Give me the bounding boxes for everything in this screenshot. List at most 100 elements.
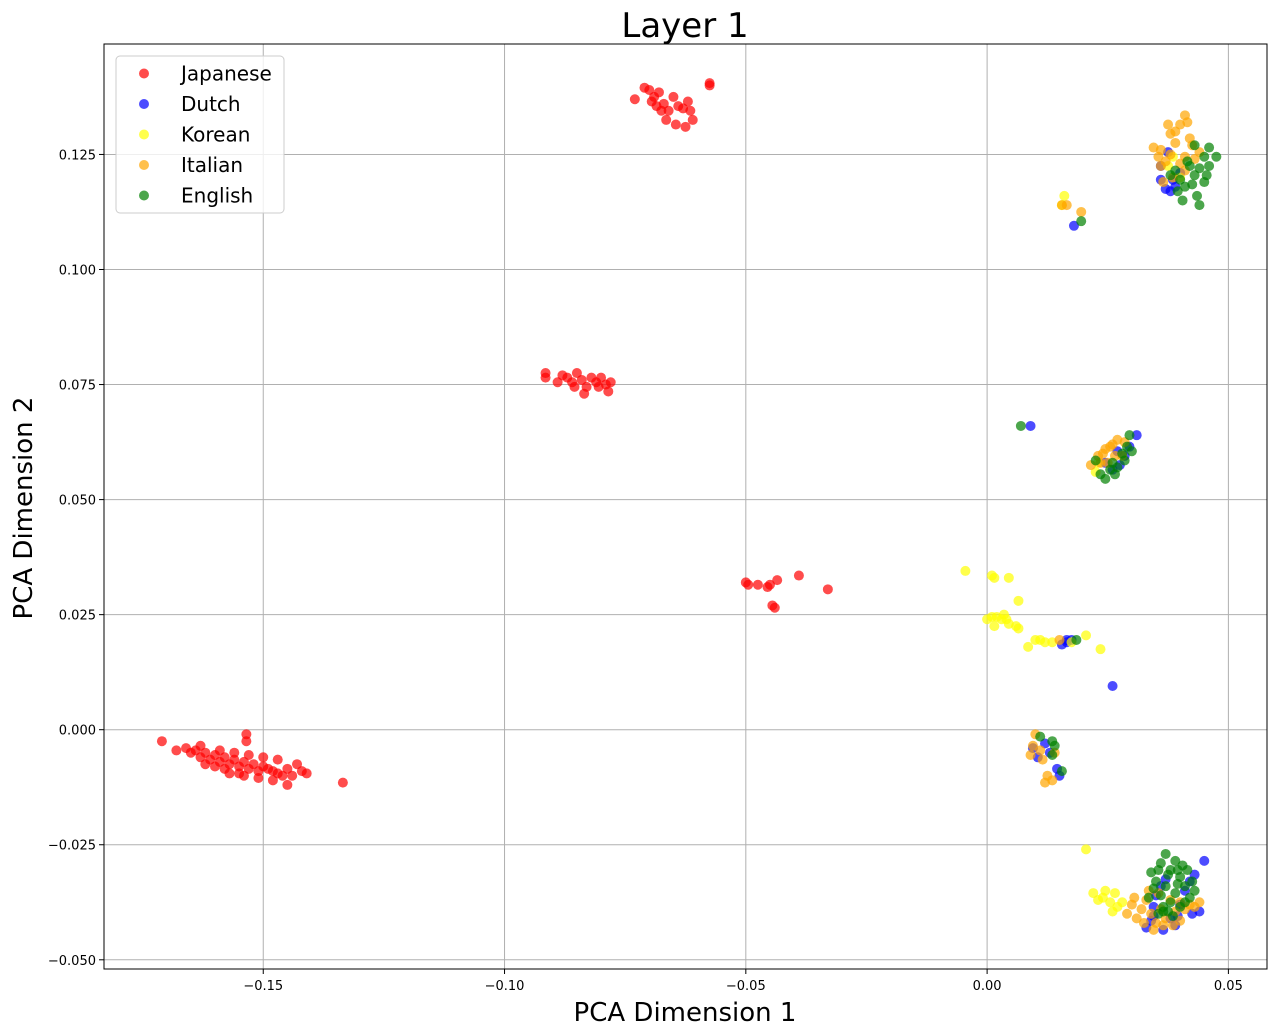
series-dutch: [1025, 147, 1210, 935]
data-point-japanese: [682, 96, 693, 107]
y-tick-label: 0.050: [59, 494, 96, 509]
data-point-japanese: [685, 105, 696, 116]
data-point-english: [1179, 897, 1190, 908]
data-point-english: [1165, 897, 1176, 908]
data-point-italian: [1182, 117, 1193, 128]
data-point-english: [1192, 190, 1203, 201]
data-point-korean: [1100, 885, 1111, 896]
data-point-italian: [1165, 149, 1176, 160]
data-point-english: [1049, 740, 1060, 751]
x-tick-label: −0.10: [485, 979, 525, 994]
legend: Japanese Dutch Korean Italian English: [115, 55, 285, 214]
data-point-italian: [1035, 745, 1046, 756]
legend-label-english: English: [181, 184, 253, 208]
data-point-english: [1187, 179, 1198, 190]
legend-item-dutch: Dutch: [139, 92, 241, 116]
data-point-english: [1187, 876, 1198, 887]
data-point-korean: [1105, 897, 1116, 908]
data-point-dutch: [1199, 855, 1210, 866]
data-point-english: [1189, 885, 1200, 896]
data-point-japanese: [267, 775, 278, 786]
data-point-japanese: [171, 745, 182, 756]
data-point-english: [1158, 906, 1169, 917]
y-tick-label: −0.025: [48, 839, 96, 854]
data-point-japanese: [687, 114, 698, 125]
legend-item-english: English: [139, 184, 253, 208]
x-tick-label: −0.15: [243, 979, 283, 994]
y-tick-label: 0.025: [59, 609, 96, 624]
data-point-english: [1199, 151, 1210, 162]
data-point-dutch: [1107, 680, 1118, 691]
data-point-japanese: [769, 602, 780, 613]
data-point-japanese: [670, 119, 681, 130]
legend-marker-dutch: [139, 99, 149, 109]
chart-title: Layer 1: [621, 6, 748, 46]
data-point-japanese: [272, 754, 283, 765]
data-point-english: [1204, 142, 1215, 153]
y-tick-label: 0.125: [59, 148, 96, 163]
data-point-english: [1148, 883, 1159, 894]
data-point-korean: [960, 565, 971, 576]
data-point-japanese: [540, 372, 551, 383]
data-point-english: [1160, 881, 1171, 892]
data-point-italian: [1148, 924, 1159, 935]
y-axis-label: PCA Dimension 2: [9, 397, 39, 620]
data-point-italian: [1025, 750, 1036, 761]
data-point-italian: [1158, 177, 1169, 188]
y-tick-label: 0.100: [59, 263, 96, 278]
data-point-japanese: [557, 370, 568, 381]
data-point-italian: [1054, 634, 1065, 645]
y-tick-label: 0.000: [59, 724, 96, 739]
series-italian: [1025, 110, 1205, 935]
data-point-japanese: [752, 579, 763, 590]
x-tick-label: −0.05: [726, 979, 766, 994]
data-point-english: [1126, 446, 1137, 457]
data-point-english: [1172, 865, 1183, 876]
data-point-italian: [1105, 441, 1116, 452]
data-point-english: [1163, 869, 1174, 880]
data-point-english: [1170, 888, 1181, 899]
x-tick-label: 0.00: [973, 979, 1002, 994]
data-point-korean: [1081, 630, 1092, 641]
data-point-italian: [1175, 915, 1186, 926]
legend-label-dutch: Dutch: [181, 92, 241, 116]
data-point-japanese: [593, 381, 604, 392]
legend-marker-korean: [139, 129, 149, 140]
data-point-english: [1194, 200, 1205, 211]
data-point-japanese: [253, 773, 264, 784]
data-point-japanese: [653, 87, 664, 98]
data-point-japanese: [603, 386, 614, 397]
data-point-japanese: [772, 575, 783, 586]
data-point-italian: [1076, 206, 1087, 217]
data-point-korean: [1013, 595, 1024, 606]
data-point-japanese: [241, 736, 252, 747]
data-point-english: [1211, 151, 1222, 162]
series-japanese: [156, 78, 833, 790]
data-point-korean: [989, 572, 1000, 583]
data-point-italian: [1167, 920, 1178, 931]
data-point-italian: [1194, 897, 1205, 908]
data-point-english: [1155, 890, 1166, 901]
data-point-english: [1204, 160, 1215, 171]
data-point-italian: [1158, 920, 1169, 931]
data-point-english: [1182, 156, 1193, 167]
data-point-korean: [1107, 906, 1118, 917]
data-point-dutch: [1131, 430, 1142, 441]
data-point-english: [1160, 848, 1171, 859]
data-point-italian: [1136, 904, 1147, 915]
x-axis-ticks: −0.15 −0.10 −0.05 0.00 0.05: [243, 969, 1243, 994]
x-axis-label: PCA Dimension 1: [574, 998, 797, 1028]
data-point-korean: [1081, 844, 1092, 855]
data-point-japanese: [764, 579, 775, 590]
data-point-english: [1071, 634, 1082, 645]
data-point-japanese: [569, 381, 580, 392]
data-point-english: [1035, 731, 1046, 742]
data-point-japanese: [241, 729, 252, 740]
data-point-english: [1090, 455, 1101, 466]
data-point-english: [1182, 865, 1193, 876]
data-point-english: [1177, 195, 1188, 206]
data-point-dutch: [1068, 220, 1079, 231]
data-point-korean: [1117, 897, 1128, 908]
data-point-italian: [1170, 137, 1181, 148]
data-point-english: [1015, 420, 1026, 431]
